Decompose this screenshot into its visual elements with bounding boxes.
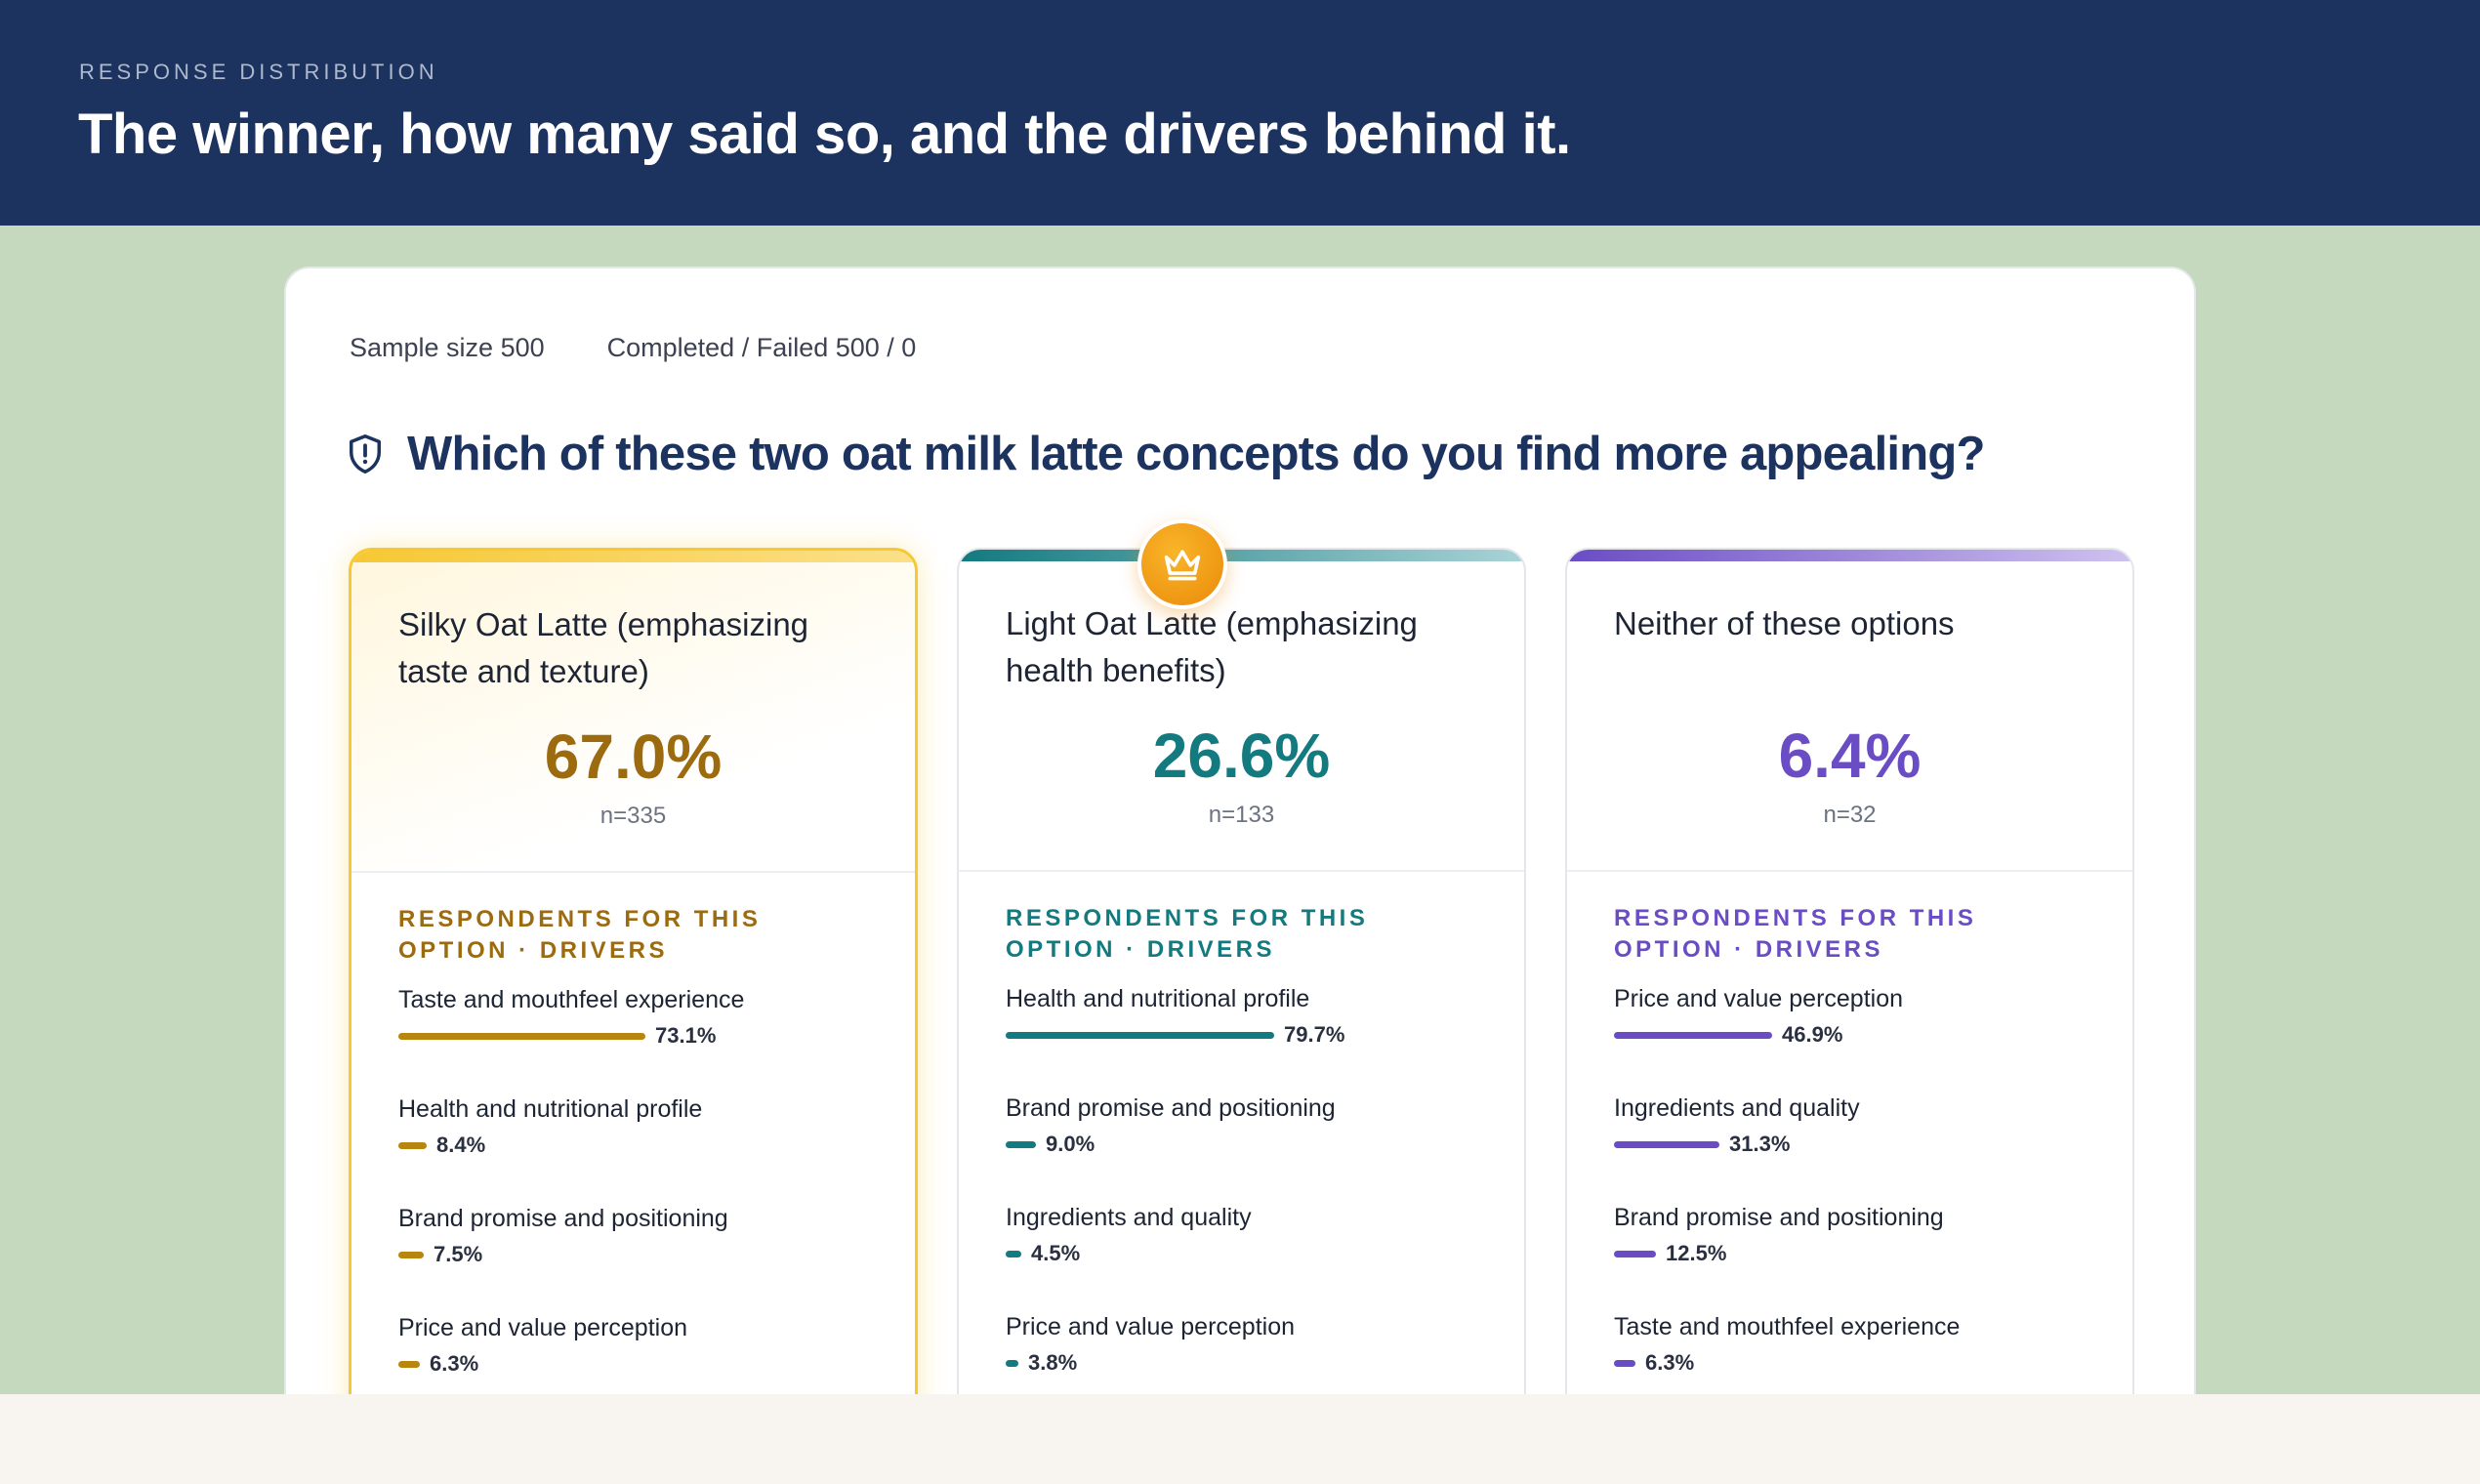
driver-bar	[1006, 1031, 1274, 1039]
completed-failed: Completed / Failed 500 / 0	[606, 333, 917, 362]
card-header	[1567, 550, 2132, 872]
driver-bar	[1614, 1031, 1772, 1039]
driver-label: Ingredients and quality	[1006, 1204, 1252, 1231]
drivers-list: Price and value perception 46.9% Ingredi…	[1614, 985, 2102, 1394]
option-title: Light Oat Latte (emphasizing health bene…	[1006, 605, 1418, 688]
question: Which of these two oat milk latte concep…	[347, 427, 1985, 481]
results-panel: Sample size 500 Completed / Failed 500 /…	[284, 267, 2196, 1394]
driver-bar	[1614, 1140, 1719, 1148]
driver-bar	[398, 1141, 427, 1149]
drivers-heading: RESPONDENTS FOR THIS OPTION · DRIVERS	[1006, 905, 1369, 963]
driver-bar	[1614, 1359, 1635, 1367]
question-text: Which of these two oat milk latte concep…	[407, 428, 1985, 480]
option-card-light[interactable]: Light Oat Latte (emphasizing health bene…	[957, 548, 1526, 1394]
eyebrow: RESPONSE DISTRIBUTION	[79, 60, 438, 84]
driver-item: Health and nutritional profile 8.4%	[398, 1095, 887, 1205]
drivers-heading: RESPONDENTS FOR THIS OPTION · DRIVERS	[1614, 905, 1977, 963]
driver-value: 31.3%	[1729, 1132, 1791, 1156]
option-n: n=133	[1208, 802, 1275, 828]
driver-label: Brand promise and positioning	[1614, 1204, 1944, 1231]
driver-item: Price and value perception 6.3%	[398, 1314, 887, 1394]
driver-bar	[1614, 1250, 1656, 1257]
driver-item: Brand promise and positioning 12.5%	[1614, 1204, 2102, 1313]
sample-size: Sample size 500	[350, 333, 545, 362]
driver-value: 4.5%	[1031, 1241, 1081, 1265]
driver-item: Taste and mouthfeel experience 73.1%	[398, 986, 887, 1095]
card-header	[351, 551, 915, 873]
driver-bar	[1006, 1140, 1036, 1148]
driver-value: 3.8%	[1028, 1350, 1078, 1375]
option-percent: 26.6%	[1152, 721, 1331, 791]
header: RESPONSE DISTRIBUTION The winner, how ma…	[0, 0, 2480, 226]
option-n: n=32	[1823, 802, 1877, 828]
driver-item: Price and value perception 3.8%	[1006, 1313, 1494, 1394]
card-accent-bar	[959, 550, 1524, 561]
drivers-heading: RESPONDENTS FOR THIS OPTION · DRIVERS	[398, 906, 762, 964]
option-card-neither[interactable]: Neither of these options 6.4% n=32 RESPO…	[1565, 548, 2134, 1394]
driver-bar	[398, 1360, 420, 1368]
meta-row: Sample size 500 Completed / Failed 500 /…	[350, 333, 916, 363]
shield-alert-icon	[350, 434, 381, 474]
driver-bar	[1006, 1359, 1018, 1367]
driver-label: Brand promise and positioning	[1006, 1094, 1336, 1122]
driver-label: Price and value perception	[398, 1314, 688, 1341]
driver-label: Health and nutritional profile	[1006, 985, 1310, 1012]
driver-item: Health and nutritional profile 79.7%	[1006, 985, 1494, 1094]
driver-bar	[1006, 1250, 1021, 1257]
driver-value: 6.3%	[1645, 1350, 1695, 1375]
driver-item: Ingredients and quality 4.5%	[1006, 1204, 1494, 1313]
driver-item: Brand promise and positioning 9.0%	[1006, 1094, 1494, 1204]
option-percent: 67.0%	[544, 721, 723, 792]
drivers-list: Health and nutritional profile 79.7% Bra…	[1006, 985, 1494, 1394]
card-accent-bar	[1567, 550, 2132, 561]
option-card-silky[interactable]: Silky Oat Latte (emphasizing taste and t…	[349, 548, 918, 1394]
driver-label: Taste and mouthfeel experience	[1614, 1313, 1961, 1340]
driver-label: Ingredients and quality	[1614, 1094, 1860, 1122]
driver-value: 6.3%	[430, 1351, 479, 1376]
option-title: Silky Oat Latte (emphasizing taste and t…	[398, 606, 809, 689]
card-header	[959, 550, 1524, 872]
driver-label: Health and nutritional profile	[398, 1095, 703, 1123]
driver-value: 9.0%	[1046, 1132, 1095, 1156]
driver-value: 12.5%	[1666, 1241, 1727, 1265]
option-percent: 6.4%	[1778, 721, 1922, 791]
option-title: Neither of these options	[1614, 605, 1955, 641]
footer-band	[0, 1394, 2480, 1484]
driver-item: Price and value perception 46.9%	[1614, 985, 2102, 1094]
driver-label: Taste and mouthfeel experience	[398, 986, 745, 1013]
driver-item: Taste and mouthfeel experience 6.3%	[1614, 1313, 2102, 1394]
driver-label: Price and value perception	[1614, 985, 1904, 1012]
driver-bar	[398, 1251, 424, 1258]
winner-crown-icon	[1137, 519, 1227, 609]
driver-value: 79.7%	[1284, 1022, 1345, 1047]
driver-label: Brand promise and positioning	[398, 1205, 728, 1232]
page-title: The winner, how many said so, and the dr…	[78, 103, 1571, 166]
driver-label: Price and value perception	[1006, 1313, 1296, 1340]
drivers-list: Taste and mouthfeel experience 73.1% Hea…	[398, 986, 887, 1394]
driver-value: 7.5%	[434, 1242, 483, 1266]
driver-value: 73.1%	[655, 1023, 717, 1048]
driver-value: 46.9%	[1782, 1022, 1843, 1047]
driver-bar	[398, 1032, 645, 1040]
driver-item: Brand promise and positioning 7.5%	[398, 1205, 887, 1314]
driver-item: Ingredients and quality 31.3%	[1614, 1094, 2102, 1204]
option-n: n=335	[599, 803, 667, 829]
driver-value: 8.4%	[436, 1133, 486, 1157]
card-accent-bar	[351, 551, 915, 562]
